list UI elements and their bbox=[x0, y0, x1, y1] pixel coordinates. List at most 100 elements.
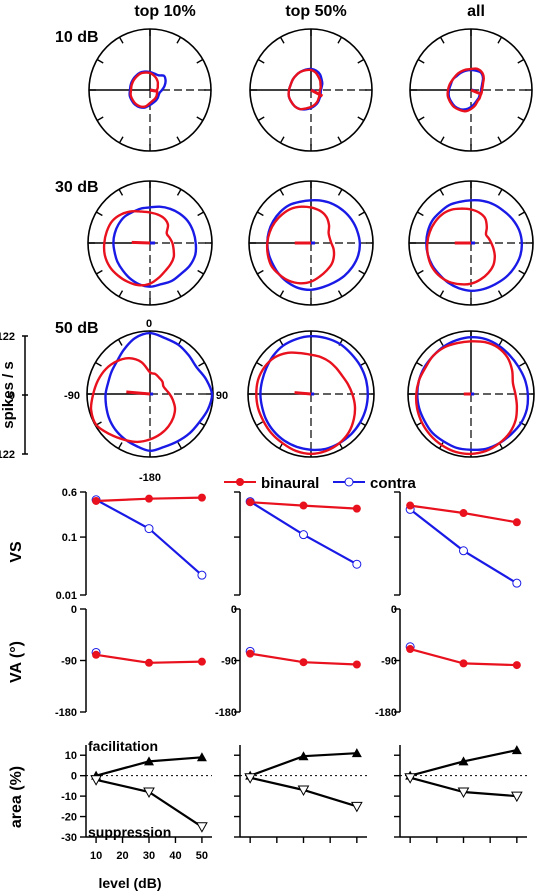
area-y-tick-label: -30 bbox=[61, 832, 77, 844]
polar-curve-binaural bbox=[287, 68, 322, 111]
angle-label-right: 90 bbox=[216, 390, 228, 402]
area-suppression-point bbox=[457, 787, 470, 799]
radial-tick-mid: 0 bbox=[9, 390, 15, 402]
polar-tick bbox=[118, 36, 124, 44]
row-labels: 10 dB 30 dB 50 dB bbox=[55, 29, 99, 337]
va-binaural-point bbox=[459, 659, 468, 668]
polar-tick bbox=[279, 290, 285, 298]
legend-contra-marker bbox=[344, 477, 354, 487]
va-y-tick-label: -180 bbox=[215, 707, 237, 719]
polar-tick bbox=[117, 339, 123, 346]
area-facilitation-point bbox=[298, 751, 309, 761]
area-facilitation-point bbox=[351, 748, 362, 758]
polar-curve-contra bbox=[104, 331, 214, 453]
x-tick-label: 10 bbox=[90, 850, 102, 862]
polar-tick bbox=[438, 339, 444, 346]
polar-tick bbox=[96, 58, 104, 64]
area-suppression-point bbox=[143, 787, 155, 799]
polar-panel-r0-c2 bbox=[409, 28, 533, 152]
area-y-tick-label: 10 bbox=[65, 750, 77, 762]
polar-tick bbox=[357, 116, 365, 122]
polar-tick bbox=[416, 211, 424, 217]
polar-tick bbox=[337, 36, 343, 44]
polar-tick bbox=[95, 211, 103, 217]
polar-y-label: spikes / s bbox=[0, 361, 17, 429]
polar-tick bbox=[278, 339, 284, 346]
vs-binaural-point bbox=[406, 501, 415, 510]
va-y-tick-label: -90 bbox=[221, 656, 237, 668]
polar-vector-binaural bbox=[126, 390, 151, 396]
polar-tick bbox=[518, 269, 526, 275]
polar-tick bbox=[279, 188, 285, 196]
polar-tick bbox=[358, 211, 366, 217]
vs-binaural-point bbox=[197, 493, 206, 502]
row-label-10db: 10 dB bbox=[55, 29, 99, 46]
polar-tick bbox=[96, 116, 104, 122]
polar-tick bbox=[498, 339, 504, 346]
polar-tick bbox=[439, 290, 445, 298]
polar-tick bbox=[337, 188, 343, 196]
vs-binaural-point bbox=[299, 501, 308, 510]
area-facilitation-point bbox=[144, 756, 154, 766]
polar-tick bbox=[517, 116, 525, 122]
vs-contra-point bbox=[512, 578, 522, 588]
polar-tick bbox=[497, 136, 503, 144]
column-title-top50: top 50% bbox=[285, 3, 346, 20]
angle-label-left: -90 bbox=[64, 390, 80, 402]
polar-tick bbox=[497, 188, 503, 196]
va-binaural-point bbox=[406, 645, 415, 654]
polar-tick bbox=[256, 361, 263, 367]
va-y-tick-label: 0 bbox=[231, 604, 237, 616]
va-y-tick-label: 0 bbox=[71, 604, 77, 616]
va-binaural-point bbox=[92, 650, 101, 659]
polar-tick bbox=[198, 361, 205, 367]
polar-tick bbox=[197, 269, 205, 275]
polar-vector-binaural bbox=[470, 88, 482, 96]
x-tick-label: 50 bbox=[196, 850, 208, 862]
vs-y-tick-label: 0.01 bbox=[56, 590, 77, 602]
va-binaural-point bbox=[197, 657, 206, 666]
polar-tick bbox=[517, 58, 525, 64]
area-suppression-point bbox=[297, 785, 310, 797]
polar-tick bbox=[256, 269, 264, 275]
angle-label-bottom: -180 bbox=[139, 472, 161, 484]
va-y-tick-label: -90 bbox=[381, 656, 397, 668]
polar-tick bbox=[518, 211, 526, 217]
polar-tick bbox=[118, 188, 124, 196]
area-suppression-point bbox=[90, 775, 102, 786]
polar-tick bbox=[417, 116, 425, 122]
va-binaural-point bbox=[512, 661, 521, 670]
polar-panel-r0-c1 bbox=[249, 28, 373, 152]
annotation-suppression: suppression bbox=[88, 824, 171, 840]
va-binaural-point bbox=[299, 658, 308, 667]
polar-panel-r1-c0 bbox=[87, 180, 213, 306]
polar-panel-r1-c1 bbox=[248, 180, 374, 306]
vs-y-tick-label: 0.6 bbox=[62, 487, 77, 499]
polar-axis-labels: 0 -90 90 -180 122 0 122 spikes / s bbox=[0, 318, 228, 484]
area-suppression-point bbox=[510, 791, 523, 803]
vs-binaural-point bbox=[145, 494, 153, 503]
area-facilitation-point bbox=[511, 745, 522, 755]
vs-contra-point bbox=[352, 559, 362, 569]
row-label-30db: 30 dB bbox=[55, 179, 99, 196]
x-tick-label: 30 bbox=[143, 850, 155, 862]
polar-panel-r1-c2 bbox=[408, 180, 534, 306]
polar-tick bbox=[177, 442, 183, 449]
panel-y-labels: VS VA (°) area (%) bbox=[8, 541, 25, 828]
polar-tick bbox=[117, 442, 123, 449]
polar-curve-binaural bbox=[446, 67, 485, 113]
polar-curve-binaural bbox=[89, 356, 177, 444]
area-facilitation-point bbox=[458, 756, 469, 766]
area-y-tick-label: -10 bbox=[61, 791, 77, 803]
polar-tick bbox=[176, 36, 182, 44]
polar-curve-binaural bbox=[129, 71, 160, 108]
vs-contra-line bbox=[95, 498, 203, 577]
polar-tick bbox=[256, 421, 263, 427]
row-label-50db: 50 dB bbox=[55, 320, 99, 337]
polar-tick bbox=[118, 290, 124, 298]
polar-curve-contra bbox=[259, 334, 370, 452]
polar-tick bbox=[337, 290, 343, 298]
vs-binaural-point bbox=[92, 496, 101, 505]
column-title-top10: top 10% bbox=[134, 3, 195, 20]
legend-contra-label: contra bbox=[370, 475, 417, 492]
